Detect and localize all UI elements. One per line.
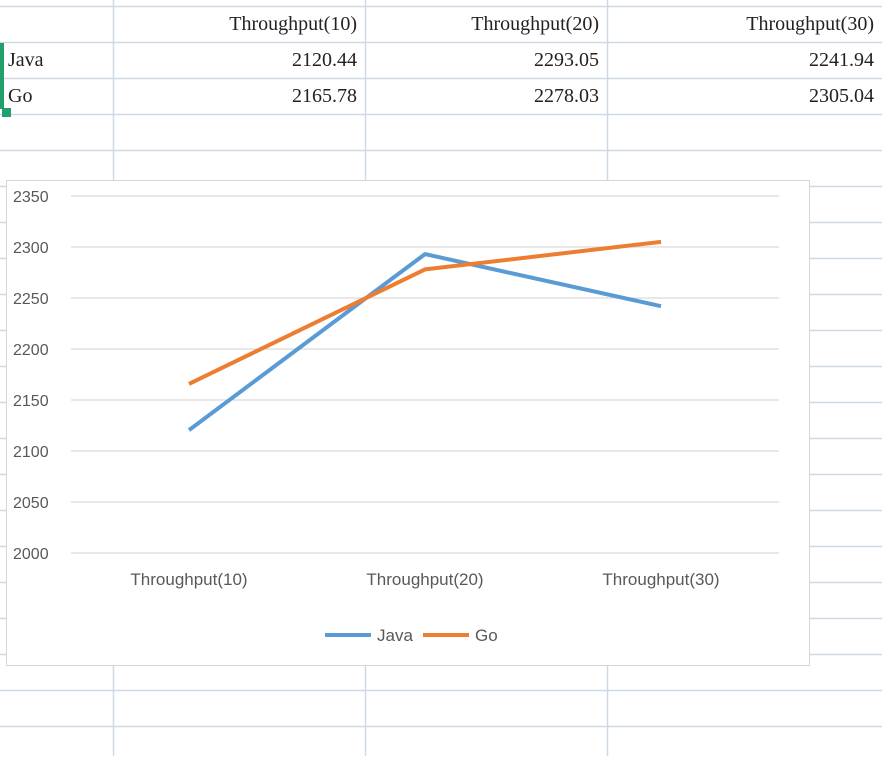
cell-java-20[interactable]: 2293.05 xyxy=(534,49,599,71)
x-tick-label: Throughput(30) xyxy=(602,570,719,589)
row-label-java[interactable]: Java xyxy=(8,49,44,71)
y-tick-label: 2100 xyxy=(13,444,49,461)
legend-label-java: Java xyxy=(377,626,413,645)
y-tick-label: 2300 xyxy=(13,240,49,257)
line-chart[interactable]: 2000 2050 2100 2150 2200 2250 2300 2350 Throughp… xyxy=(6,180,810,666)
series-line-go[interactable] xyxy=(188,239,662,386)
selection-handle[interactable] xyxy=(0,43,4,109)
header-cell-throughput-10[interactable]: Throughput(10) xyxy=(229,13,357,35)
cell-go-20[interactable]: 2278.03 xyxy=(534,85,599,107)
y-tick-label: 2350 xyxy=(13,189,49,206)
y-tick-label: 2250 xyxy=(13,291,49,308)
row-label-go[interactable]: Go xyxy=(8,85,33,107)
cell-java-30[interactable]: 2241.94 xyxy=(809,49,874,71)
x-tick-label: Throughput(20) xyxy=(366,570,483,589)
cell-go-10[interactable]: 2165.78 xyxy=(292,85,357,107)
cell-go-30[interactable]: 2305.04 xyxy=(809,85,874,107)
y-tick-label: 2050 xyxy=(13,495,49,512)
selection-fill-handle[interactable] xyxy=(2,108,11,117)
header-cell-throughput-20[interactable]: Throughput(20) xyxy=(471,13,599,35)
y-tick-label: 2150 xyxy=(13,393,49,410)
y-tick-label: 2000 xyxy=(13,546,49,563)
chart-canvas: 2000 2050 2100 2150 2200 2250 2300 2350 Throughp… xyxy=(13,189,779,645)
cell-java-10[interactable]: 2120.44 xyxy=(292,49,357,71)
x-tick-label: Throughput(10) xyxy=(130,570,247,589)
series-line-java[interactable] xyxy=(187,252,662,432)
header-cell-throughput-30[interactable]: Throughput(30) xyxy=(746,13,874,35)
legend-label-go: Go xyxy=(475,626,498,645)
y-tick-label: 2200 xyxy=(13,342,49,359)
